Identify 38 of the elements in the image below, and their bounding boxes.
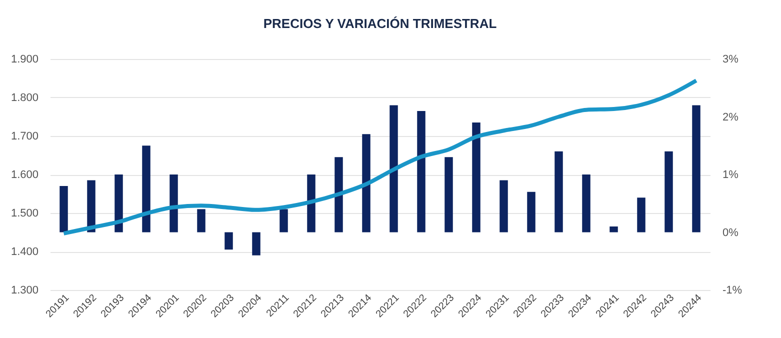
bar [114,174,123,232]
y-tick-label: 1.800 [10,92,38,104]
bar [417,110,426,232]
bar [252,232,260,256]
bar [224,232,233,250]
y-tick-label: 1.300 [10,284,38,296]
bar [197,209,206,232]
bar [554,151,563,232]
bar [692,105,700,232]
y2-tick-label: 3% [722,54,739,66]
bar [500,180,508,232]
bar [334,157,343,232]
bar [610,226,618,232]
bar [307,174,316,232]
y-tick-label: 1.600 [10,169,38,181]
bar [637,198,646,232]
bar [362,134,370,232]
bar [390,105,398,232]
bar [664,151,673,232]
line-series [62,78,698,236]
y-tick-label: 1.700 [10,130,38,142]
bar [170,174,178,232]
y2-tick-label: -1% [722,284,742,296]
bar [280,209,288,232]
bar [472,122,480,232]
chart-title: PRECIOS Y VARIACIÓN TRIMESTRAL [263,16,497,31]
y-tick-label: 1.900 [10,54,38,66]
bar [444,157,453,232]
y2-tick-label: 2% [722,111,739,124]
bar [87,180,96,232]
bar [60,186,68,232]
bar [527,192,536,232]
y2-tick-label: 1% [722,169,739,181]
y-tick-label: 1.500 [10,208,38,220]
bar [582,174,590,232]
y-tick-label: 1.400 [10,246,38,258]
y2-tick-label: 0% [722,226,739,239]
bar [142,146,150,232]
